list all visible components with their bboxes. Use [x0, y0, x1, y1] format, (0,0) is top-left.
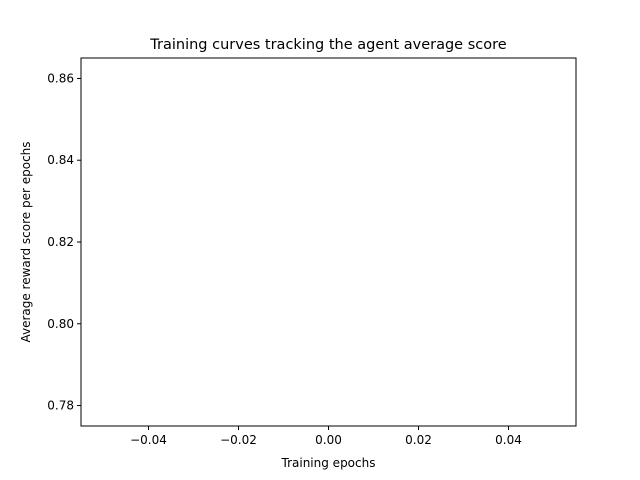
y-tick-label: 0.84 — [47, 153, 74, 167]
y-tick-label: 0.78 — [47, 399, 74, 413]
x-axis-ticks: −0.04 −0.02 0.00 0.02 0.04 — [130, 426, 522, 447]
y-tick-label: 0.80 — [47, 317, 74, 331]
plot-area — [80, 57, 577, 427]
y-axis-ticks: 0.78 0.80 0.82 0.84 0.86 — [47, 71, 81, 413]
y-tick-label: 0.86 — [47, 71, 74, 85]
x-tick-label: −0.02 — [220, 433, 257, 447]
x-tick-label: −0.04 — [130, 433, 167, 447]
x-tick-label: 0.00 — [315, 433, 342, 447]
x-axis-label: Training epochs — [281, 456, 376, 470]
y-tick-label: 0.82 — [47, 235, 74, 249]
chart-title: Training curves tracking the agent avera… — [149, 37, 506, 53]
x-tick-label: 0.02 — [405, 433, 432, 447]
x-tick-label: 0.04 — [495, 433, 522, 447]
y-axis-label: Average reward score per epochs — [19, 141, 33, 342]
